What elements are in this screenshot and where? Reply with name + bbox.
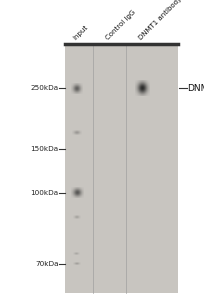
Text: 70kDa: 70kDa (35, 261, 58, 267)
Bar (64, 44, 177, 292)
Text: Control IgG: Control IgG (104, 9, 136, 41)
Text: 100kDa: 100kDa (30, 190, 58, 196)
Text: 150kDa: 150kDa (30, 146, 58, 152)
Text: DNMT1: DNMT1 (187, 84, 204, 93)
Text: 250kDa: 250kDa (30, 85, 58, 91)
Text: Input: Input (72, 24, 89, 41)
Text: DNMT1 antibody: DNMT1 antibody (137, 0, 183, 41)
